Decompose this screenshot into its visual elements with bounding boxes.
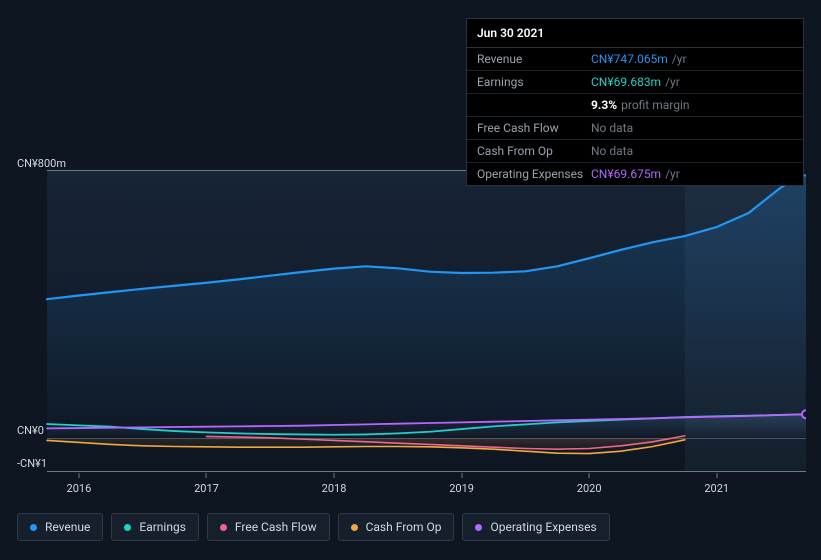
legend-label: Operating Expenses — [490, 520, 596, 534]
chart-legend: Revenue Earnings Free Cash Flow Cash From O… — [17, 513, 610, 541]
legend-label: Earnings — [139, 520, 186, 534]
chart-plot[interactable] — [17, 170, 806, 472]
tooltip-value: No data — [591, 121, 633, 135]
legend-item-revenue[interactable]: Revenue — [17, 513, 103, 541]
x-tick-label: 2017 — [194, 482, 219, 495]
tooltip-row-fcf: Free Cash Flow No data — [467, 117, 803, 140]
legend-label: Free Cash Flow — [235, 520, 317, 534]
legend-label: Cash From Op — [366, 520, 442, 534]
legend-dot-icon — [30, 524, 37, 531]
tooltip-value: No data — [591, 144, 633, 158]
tooltip-row-opex: Operating Expenses CN¥69.675m /yr — [467, 163, 803, 185]
chart-tooltip: Jun 30 2021 Revenue CN¥747.065m /yr Earn… — [466, 18, 804, 186]
tooltip-value: CN¥69.683m — [591, 75, 661, 89]
x-axis: 2016 2017 2018 2019 2020 2021 — [17, 478, 806, 498]
tooltip-label: Cash From Op — [477, 144, 591, 158]
tooltip-label: Revenue — [477, 52, 591, 66]
tooltip-date: Jun 30 2021 — [467, 19, 803, 48]
legend-label: Revenue — [45, 520, 90, 534]
legend-dot-icon — [220, 524, 227, 531]
tooltip-suffix: /yr — [665, 167, 680, 181]
legend-dot-icon — [124, 524, 131, 531]
tooltip-row-margin: 9.3% profit margin — [467, 94, 803, 117]
x-tick-label: 2018 — [322, 482, 347, 495]
tooltip-value: CN¥69.675m — [591, 167, 661, 181]
tooltip-suffix: /yr — [665, 75, 680, 89]
legend-item-operating-expenses[interactable]: Operating Expenses — [462, 513, 609, 541]
tooltip-suffix: /yr — [672, 52, 687, 66]
tooltip-value: CN¥747.065m — [591, 52, 668, 66]
tooltip-suffix: profit margin — [621, 98, 689, 112]
tooltip-row-cfo: Cash From Op No data — [467, 140, 803, 163]
legend-dot-icon — [475, 524, 482, 531]
legend-item-earnings[interactable]: Earnings — [111, 513, 199, 541]
tooltip-row-revenue: Revenue CN¥747.065m /yr — [467, 48, 803, 71]
tooltip-label: Operating Expenses — [477, 167, 591, 181]
x-tick-label: 2020 — [577, 482, 602, 495]
x-tick-label: 2016 — [67, 482, 92, 495]
x-tick-label: 2021 — [704, 482, 729, 495]
x-tick-label: 2019 — [449, 482, 474, 495]
tooltip-value: 9.3% — [591, 98, 617, 112]
legend-item-cash-from-op[interactable]: Cash From Op — [338, 513, 455, 541]
tooltip-row-earnings: Earnings CN¥69.683m /yr — [467, 71, 803, 94]
y-tick-label: CN¥800m — [17, 157, 66, 170]
tooltip-label: Free Cash Flow — [477, 121, 591, 135]
legend-dot-icon — [351, 524, 358, 531]
tooltip-label: Earnings — [477, 75, 591, 89]
legend-item-free-cash-flow[interactable]: Free Cash Flow — [207, 513, 330, 541]
